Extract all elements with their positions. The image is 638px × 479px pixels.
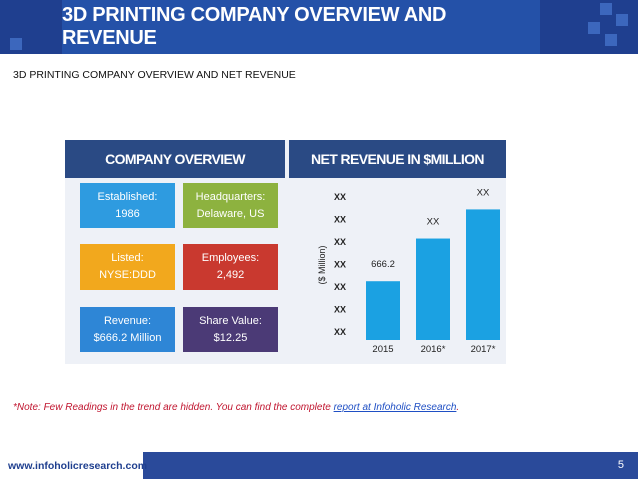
- footnote-text: *Note: Few Readings in the trend are hid…: [13, 402, 334, 413]
- tile-value: 2,492: [216, 269, 245, 281]
- y-tick-label: XX: [334, 215, 346, 225]
- tile-value: 1986: [115, 207, 140, 220]
- decor-tile: [605, 34, 617, 46]
- report-link[interactable]: report at Infoholic Research: [333, 402, 457, 413]
- company-overview-header: COMPANY OVERVIEW: [65, 140, 285, 178]
- tile-listed: Listed: NYSE:DDD: [80, 244, 175, 290]
- tile-value: $666.2 Million: [93, 331, 162, 344]
- tile-revenue: Revenue: $666.2 Million: [80, 307, 175, 352]
- tile-label: Employees:: [201, 252, 260, 264]
- tile-label: Established:: [97, 190, 158, 203]
- footnote-end: .: [456, 402, 460, 413]
- tile-value: Delaware, US: [196, 207, 265, 220]
- page-subtitle: 3D PRINTING COMPANY OVERVIEW AND NET REV…: [13, 69, 296, 81]
- net-revenue-heading: NET REVENUE IN $MILLION: [311, 151, 484, 167]
- tile-label: Headquarters:: [195, 190, 266, 203]
- title-bar: 3D PRINTING COMPANY OVERVIEW AND REVENUE: [0, 0, 638, 54]
- page-title: 3D PRINTING COMPANY OVERVIEW AND REVENUE: [62, 4, 447, 49]
- y-axis-title: ($ Million): [317, 245, 327, 284]
- y-tick-label: XX: [334, 327, 346, 337]
- x-tick-label: 2016*: [421, 344, 446, 355]
- decor-tile: [10, 38, 22, 50]
- tile-employees: Employees: 2,492: [183, 244, 278, 290]
- website-link[interactable]: www.infoholicresearch.com: [8, 459, 148, 472]
- tile-label: Revenue:: [103, 314, 152, 327]
- decor-tile: [588, 22, 600, 34]
- bar: [366, 281, 400, 340]
- title-box: 3D PRINTING COMPANY OVERVIEW AND REVENUE: [62, 0, 540, 54]
- bar: [416, 238, 450, 340]
- bar-data-label: XX: [477, 187, 490, 198]
- y-tick-label: XX: [334, 305, 346, 315]
- x-tick-label: 2017*: [471, 344, 496, 355]
- footnote: *Note: Few Readings in the trend are hid…: [13, 402, 459, 413]
- y-tick-label: XX: [334, 282, 346, 292]
- y-tick-label: XX: [334, 260, 346, 270]
- company-overview-heading: COMPANY OVERVIEW: [105, 151, 245, 167]
- decor-tile: [616, 14, 628, 26]
- tile-established: Established: 1986: [80, 183, 175, 228]
- decor-tile: [600, 3, 612, 15]
- tile-label: Share Value:: [199, 314, 262, 327]
- y-tick-label: XX: [334, 192, 346, 202]
- tile-label: Listed:: [111, 252, 144, 264]
- tile-headquarters: Headquarters: Delaware, US: [183, 183, 278, 228]
- bar-data-label: 666.2: [371, 259, 395, 270]
- bar-data-label: XX: [427, 217, 440, 228]
- y-tick-label: XX: [334, 237, 346, 247]
- tile-share-value: Share Value: $12.25: [183, 307, 278, 352]
- bar: [466, 209, 500, 340]
- page-number: 5: [617, 459, 624, 471]
- x-tick-label: 2015: [372, 344, 393, 355]
- tile-value: NYSE:DDD: [99, 269, 156, 281]
- footer-link-box: www.infoholicresearch.com: [0, 452, 147, 479]
- tile-value: $12.25: [213, 331, 248, 344]
- net-revenue-header: NET REVENUE IN $MILLION: [289, 140, 506, 178]
